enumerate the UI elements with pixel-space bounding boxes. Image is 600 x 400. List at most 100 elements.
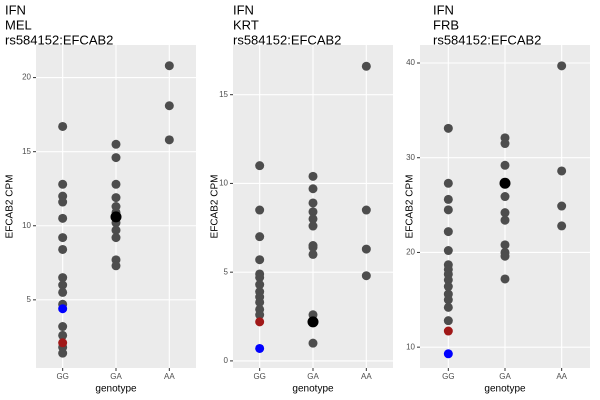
point [111, 179, 121, 189]
point [58, 179, 68, 189]
point [164, 135, 174, 145]
point [58, 280, 68, 290]
point [443, 205, 453, 215]
point [500, 274, 510, 284]
point [500, 251, 510, 261]
point [58, 244, 68, 254]
point [164, 61, 174, 71]
point [500, 240, 510, 250]
chart-title: IFN [433, 2, 454, 17]
point [164, 101, 174, 111]
y-tick-label: 15 [219, 90, 228, 99]
x-axis-label: genotype [292, 384, 334, 395]
point [111, 225, 121, 235]
chart-title: rs584152:EFCAB2 [233, 32, 341, 47]
y-tick-label: 20 [406, 248, 415, 257]
point [58, 330, 68, 340]
y-tick-label: 10 [219, 179, 228, 188]
chart-title: rs584152:EFCAB2 [433, 32, 541, 47]
x-tick-label: GG [442, 372, 454, 381]
point [308, 221, 318, 231]
point [111, 139, 121, 149]
point [58, 348, 68, 358]
chart-title: IFN [5, 2, 26, 17]
point [500, 215, 510, 225]
point [58, 213, 68, 223]
point [557, 166, 567, 176]
point [443, 316, 453, 326]
point [361, 271, 371, 281]
point [443, 123, 453, 133]
point [361, 205, 371, 215]
y-tick-label: 20 [22, 73, 31, 82]
x-tick-label: AA [361, 372, 372, 381]
point [557, 201, 567, 211]
point [443, 194, 453, 204]
point [361, 244, 371, 254]
chart-title: rs584152:EFCAB2 [5, 32, 113, 47]
y-tick-label: 10 [406, 342, 415, 351]
y-tick-label: 10 [22, 221, 31, 230]
point [58, 197, 68, 207]
point [557, 221, 567, 231]
y-axis-label: EFCAB2 CPM [210, 175, 221, 239]
point [308, 171, 318, 181]
point [110, 211, 122, 223]
point [500, 208, 510, 218]
chart-title: FRB [433, 17, 459, 32]
point [443, 178, 453, 188]
x-tick-label: GA [307, 372, 319, 381]
point [308, 207, 318, 217]
point [308, 214, 318, 224]
point [255, 232, 265, 242]
point [255, 205, 265, 215]
point [443, 227, 453, 237]
point [255, 272, 265, 282]
point [111, 261, 121, 271]
point [500, 160, 510, 170]
y-tick-label: 40 [406, 58, 415, 67]
point [255, 255, 265, 265]
x-axis-label: genotype [484, 384, 526, 395]
point [308, 242, 318, 252]
point [443, 326, 453, 336]
point [308, 184, 318, 194]
point [58, 304, 68, 314]
point [499, 177, 511, 189]
y-tick-label: 15 [22, 147, 31, 156]
point [500, 139, 510, 149]
y-tick-label: 30 [406, 153, 415, 162]
chart-title: IFN [233, 2, 254, 17]
point [255, 297, 265, 307]
x-tick-label: AA [556, 372, 567, 381]
y-tick-label: 5 [27, 295, 32, 304]
point [307, 316, 319, 328]
point [443, 275, 453, 285]
point [255, 280, 265, 290]
chart-title: MEL [5, 17, 32, 32]
point [58, 338, 68, 348]
point [111, 193, 121, 203]
x-tick-label: GA [499, 372, 511, 381]
point [255, 310, 265, 320]
point [443, 282, 453, 292]
point [443, 295, 453, 305]
x-tick-label: GG [56, 372, 68, 381]
x-tick-label: GG [253, 372, 265, 381]
point [500, 192, 510, 202]
point [361, 61, 371, 71]
y-tick-label: 5 [224, 267, 229, 276]
x-tick-label: GA [110, 372, 122, 381]
y-axis-label: EFCAB2 CPM [405, 175, 416, 239]
point [308, 249, 318, 259]
point [255, 343, 265, 353]
point [308, 338, 318, 348]
point [255, 317, 265, 327]
point [58, 273, 68, 283]
x-axis-label: genotype [95, 384, 137, 395]
point [255, 161, 265, 171]
point [308, 198, 318, 208]
point [443, 349, 453, 359]
point [58, 233, 68, 243]
